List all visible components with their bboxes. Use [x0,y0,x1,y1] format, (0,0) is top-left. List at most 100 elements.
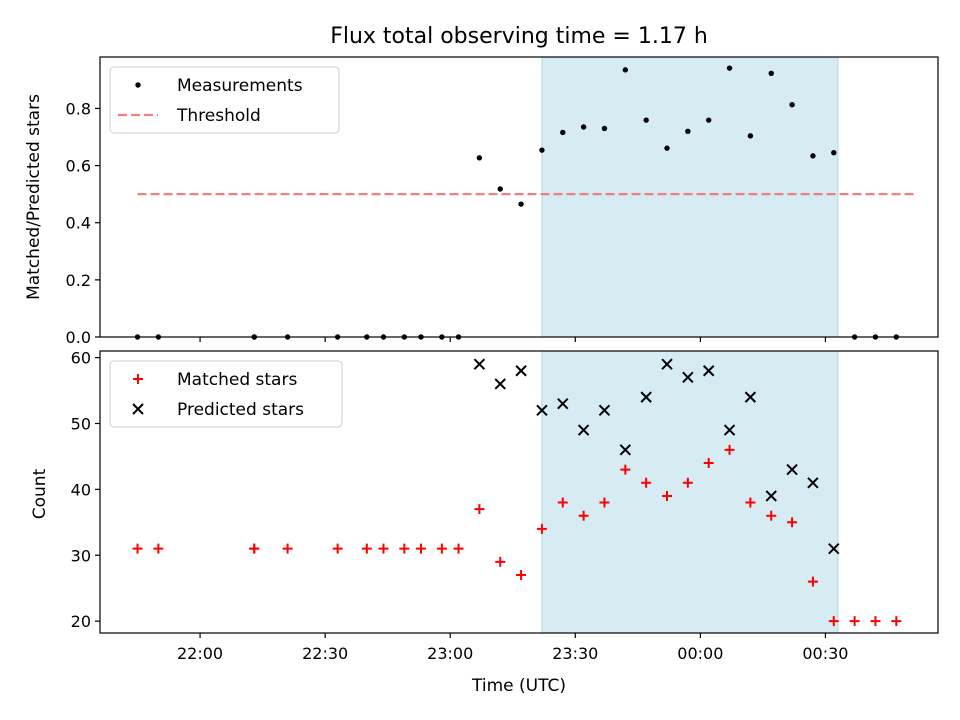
measurements-point [643,117,649,123]
measurements-point [705,117,712,123]
y-axis-label-ratio: Matched/Predicted stars [24,94,44,300]
measurements-point [539,147,545,153]
matched-stars-point [536,523,547,534]
predicted-stars-point [828,542,840,555]
top-axes: 0.0 0.2 0.4 0.6 0.8 Measurements Threshold [66,56,939,347]
matched-stars-point [399,543,410,554]
legend-key-measurements [135,82,141,88]
y-tick-label: 0.0 [66,328,91,347]
matched-stars-point [416,543,427,554]
matched-stars-point [662,490,673,501]
bottom-axes: 20 30 40 50 60 22:00 22:30 23:00 23:30 00:00 00:30… [71,349,939,663]
matched-stars-point [495,556,506,567]
matched-stars-point [849,616,860,627]
axes-frame [99,350,939,634]
legend-box [109,360,343,428]
y-tick-label: 20 [71,612,91,631]
legend-label-matched-stars: Matched stars [177,370,297,390]
predicted-stars-point [640,391,652,403]
legend-box [109,66,340,134]
legend-key-matched-stars [133,374,143,384]
x-tick-label: 22:00 [177,644,223,663]
matched-stars-point [724,444,735,455]
axes-frame [99,56,939,338]
x-tick-label: 23:30 [552,644,598,663]
matched-stars-point [766,510,777,521]
x-tick-label: 00:30 [802,644,848,663]
matched-stars-point [361,543,372,554]
y-tick-label: 0.8 [66,99,91,118]
matched-stars-point [641,477,652,488]
legend-label-predicted-stars: Predicted stars [177,400,304,420]
y-tick-label: 40 [71,480,91,499]
predicted-stars-point [473,358,486,370]
predicted-stars-point [619,444,632,456]
predicted-stars-point [807,477,819,489]
measurements-point [664,145,670,151]
matched-stars-point [516,570,527,581]
matched-stars-point [474,504,485,515]
measurements-point [831,150,837,156]
matched-stars-point [599,497,610,508]
matched-stars-point [378,543,389,554]
matched-stars-point [557,497,568,508]
matched-stars-point [870,616,881,627]
predicted-stars-point [515,365,527,377]
measurements-point [768,70,774,76]
y-tick-label: 0.4 [66,214,91,233]
predicted-stars-point [598,404,611,417]
matched-stars-point [620,464,631,475]
observing-window-band [541,56,839,338]
predicted-stars-point [494,378,506,390]
measurements-point [560,129,566,136]
measurements-point [810,153,816,159]
matched-stars-point [282,543,293,554]
predicted-stars-point [661,358,673,370]
matched-stars-point [703,458,714,469]
x-axis-label: Time (UTC) [471,676,566,696]
matched-stars-point [578,510,589,521]
matched-stars-point [153,543,164,554]
matched-stars-point [828,616,839,627]
measurements-point [518,201,524,207]
matched-stars-point [132,543,143,554]
legend-label-measurements: Measurements [177,76,303,96]
matched-stars-point [891,616,902,627]
predicted-stars-point [786,463,798,476]
measurements-point [747,133,754,139]
predicted-stars-point [536,404,548,417]
y-axis-label-count: Count [30,468,50,519]
y-tick-label: 0.2 [66,271,91,290]
measurements-point [685,128,691,134]
matched-stars-point [787,517,798,528]
matched-stars-point [332,543,343,554]
chart-title: Flux total observing time = 1.17 h [330,24,708,49]
predicted-stars-point [577,424,590,436]
predicted-stars-point [557,398,569,410]
predicted-stars-point [702,365,715,377]
predicted-stars-point [765,490,777,502]
predicted-stars-point [723,424,736,436]
measurements-point [622,67,629,73]
y-tick-label: 0.6 [66,157,91,176]
matched-stars-point [453,543,464,554]
matched-stars-point [249,543,260,554]
x-tick-label: 22:30 [302,644,348,663]
y-tick-label: 30 [71,546,91,565]
measurements-point [476,155,483,161]
predicted-stars-point [682,371,694,384]
x-tick-label: 00:00 [677,644,723,663]
matched-stars-point [682,477,693,488]
measurements-point [580,124,587,130]
measurements-point [601,125,608,132]
legend-label-threshold: Threshold [176,106,261,126]
matched-stars-point [745,497,756,508]
y-tick-label: 50 [71,414,91,433]
x-tick-label: 23:00 [427,644,473,663]
legend: Matched stars Predicted stars [109,360,343,428]
measurements-point [789,102,795,108]
y-tick-label: 60 [71,349,91,368]
matched-stars-point [436,543,447,554]
measurements-point [497,186,503,192]
